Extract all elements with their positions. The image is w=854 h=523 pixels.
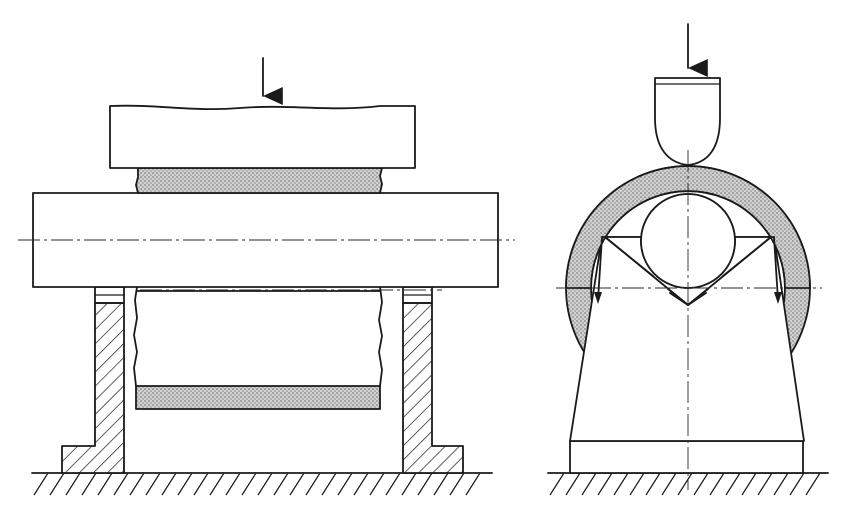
ground-hatch-stroke bbox=[773, 472, 789, 496]
right-contact-line bbox=[773, 236, 779, 301]
right-view bbox=[547, 23, 829, 496]
ground-hatch-stroke bbox=[337, 472, 353, 496]
ground-hatch-stroke bbox=[757, 472, 773, 496]
base-block bbox=[569, 440, 804, 474]
ring-upper-half bbox=[565, 165, 811, 289]
ground-hatch-stroke bbox=[677, 472, 693, 496]
ground-hatch-stroke bbox=[549, 472, 565, 496]
ground-hatch-stroke bbox=[273, 472, 289, 496]
ground-hatch-stroke bbox=[805, 472, 821, 496]
ground-hatch-stroke bbox=[661, 472, 677, 496]
ground-hatch-stroke bbox=[129, 472, 145, 496]
ground-hatch-stroke bbox=[465, 472, 481, 496]
ground-hatch-stroke bbox=[613, 472, 629, 496]
upper-spacer bbox=[135, 167, 383, 194]
ground-hatch-stroke bbox=[565, 472, 581, 496]
ground-hatch-stroke bbox=[33, 472, 49, 496]
right-support bbox=[402, 302, 464, 474]
ground-hatch-stroke bbox=[581, 472, 597, 496]
ground-hatch-stroke bbox=[709, 472, 725, 496]
ground-hatch-stroke bbox=[385, 472, 401, 496]
left-view bbox=[18, 57, 515, 496]
ground-hatch-stroke bbox=[417, 472, 433, 496]
ground-hatch-stroke bbox=[289, 472, 305, 496]
ground-hatch-stroke bbox=[369, 472, 385, 496]
ground-hatch-stroke bbox=[693, 472, 709, 496]
ground-hatch-stroke bbox=[113, 472, 129, 496]
ground-hatch-stroke bbox=[401, 472, 417, 496]
left-contact-line bbox=[597, 236, 603, 301]
ground-hatch-stroke bbox=[449, 472, 465, 496]
ground-hatch-stroke bbox=[353, 472, 369, 496]
ground-hatch-stroke bbox=[645, 472, 661, 496]
ground-hatch-stroke bbox=[433, 472, 449, 496]
ground-hatch-stroke bbox=[597, 472, 613, 496]
ground-hatch-stroke bbox=[225, 472, 241, 496]
ground-hatch-stroke bbox=[789, 472, 805, 496]
ground-hatch-stroke bbox=[193, 472, 209, 496]
ground-hatch-stroke bbox=[177, 472, 193, 496]
ground-left bbox=[31, 472, 493, 496]
tube-lower bbox=[133, 286, 383, 410]
ground-hatch-stroke bbox=[725, 472, 741, 496]
ground-hatch-stroke bbox=[257, 472, 273, 496]
ground-hatch-stroke bbox=[161, 472, 177, 496]
ground-hatch-stroke bbox=[81, 472, 97, 496]
ground-hatch-stroke bbox=[321, 472, 337, 496]
ground-hatch-stroke bbox=[629, 472, 645, 496]
ground-hatch-stroke bbox=[241, 472, 257, 496]
ground-hatch-stroke bbox=[65, 472, 81, 496]
ground-hatch-stroke bbox=[97, 472, 113, 496]
ground-hatch-stroke bbox=[741, 472, 757, 496]
ground-hatch-stroke bbox=[145, 472, 161, 496]
ground-hatch-stroke bbox=[49, 472, 65, 496]
ground-hatch-stroke bbox=[305, 472, 321, 496]
punch bbox=[654, 77, 721, 166]
ground-hatch-stroke bbox=[209, 472, 225, 496]
left-support bbox=[61, 302, 125, 474]
top-plate bbox=[109, 104, 416, 169]
